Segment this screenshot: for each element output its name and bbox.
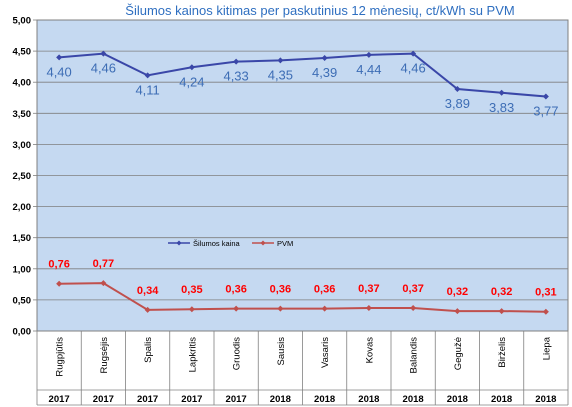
x-year-label: 2017 — [137, 394, 158, 405]
data-point — [144, 306, 151, 313]
data-point — [144, 72, 151, 79]
data-label: 4,33 — [223, 69, 248, 84]
data-point — [277, 305, 284, 312]
x-year-label: 2017 — [181, 394, 202, 405]
series-line-pvm — [59, 282, 546, 313]
x-category-label: Birželis — [497, 337, 508, 368]
data-label: 0,32 — [447, 286, 468, 298]
data-point — [277, 57, 284, 64]
y-tick-label: 3,00 — [13, 140, 32, 151]
x-category-label: Balandis — [409, 337, 420, 374]
x-year-label: 2018 — [447, 394, 468, 405]
x-year-label: 2018 — [314, 394, 335, 405]
x-year-label: 2018 — [403, 394, 424, 405]
data-point — [542, 93, 549, 100]
x-category-label: Lapkritis — [187, 337, 198, 373]
y-tick-label: 5,00 — [13, 16, 32, 27]
data-point — [410, 50, 417, 57]
x-axis: Rugpjūtis 2017 Rugsėjis 2017 Spalis 2017 Lapkr… — [36, 331, 569, 406]
data-point — [56, 54, 63, 61]
legend-label-pvm: PVM — [277, 239, 293, 248]
data-point — [321, 305, 328, 312]
data-point — [365, 51, 372, 58]
y-tick-label: 4,00 — [13, 78, 32, 89]
data-point — [365, 304, 372, 311]
x-year-label: 2017 — [49, 394, 70, 405]
x-year-label: 2017 — [226, 394, 247, 405]
data-point — [498, 308, 505, 315]
data-point — [56, 280, 63, 287]
data-point — [410, 304, 417, 311]
data-labels: 4,40 4,46 4,11 4,24 4,33 4,35 4,39 4,44 4,46 3,89… — [46, 61, 558, 299]
legend-marker — [260, 240, 266, 246]
x-category-label: Gruodis — [232, 337, 243, 371]
y-tick-label: 0,00 — [13, 327, 32, 338]
y-axis: 0,00 0,50 1,00 1,50 2,00 2,50 3,00 3,50 4,00 4,50… — [13, 16, 37, 338]
data-label: 4,40 — [46, 64, 71, 79]
data-point — [100, 280, 107, 287]
x-year-label: 2018 — [535, 394, 556, 405]
data-label: 0,36 — [270, 284, 291, 296]
legend-label-silumos-kaina: Šilumos kaina — [193, 239, 241, 248]
y-tick-label: 0,50 — [13, 295, 32, 306]
data-label: 0,36 — [314, 284, 335, 296]
data-label: 3,83 — [489, 100, 514, 115]
data-label: 4,11 — [135, 82, 159, 97]
data-label: 0,77 — [93, 258, 114, 270]
data-point — [321, 54, 328, 61]
data-point — [188, 64, 195, 71]
x-category-label: Gegužė — [453, 337, 464, 370]
x-category-label: Sausis — [276, 337, 287, 366]
x-category-label: Liepa — [541, 336, 552, 360]
x-category-label: Vasaris — [320, 337, 331, 368]
data-label: 0,35 — [181, 284, 202, 296]
chart-title: Šilumos kainos kitimas per paskutinius 1… — [125, 3, 514, 18]
legend-marker — [176, 240, 182, 246]
y-tick-label: 2,50 — [13, 171, 32, 182]
data-label: 0,76 — [48, 259, 69, 271]
data-label: 0,37 — [402, 283, 423, 295]
data-label: 0,32 — [491, 286, 512, 298]
data-label: 0,31 — [535, 287, 556, 299]
x-year-label: 2018 — [270, 394, 291, 405]
data-label: 0,36 — [225, 284, 246, 296]
data-point — [542, 308, 549, 315]
x-year-label: 2018 — [358, 394, 379, 405]
data-point — [188, 306, 195, 313]
data-label: 4,46 — [400, 61, 425, 76]
x-category-label: Rugsėjis — [99, 337, 110, 374]
data-label: 4,35 — [268, 67, 293, 82]
x-category-label: Rugpjūtis — [55, 337, 66, 377]
y-tick-label: 2,00 — [13, 202, 32, 213]
data-point — [454, 86, 461, 93]
data-label: 4,46 — [91, 61, 116, 76]
x-year-label: 2018 — [491, 394, 512, 405]
x-category-label: Kovas — [364, 337, 375, 364]
data-label: 3,77 — [533, 104, 558, 119]
data-point — [233, 305, 240, 312]
series-line-silumos-kaina — [59, 52, 546, 98]
y-tick-label: 3,50 — [13, 109, 32, 120]
series-group — [56, 50, 549, 315]
data-label: 4,44 — [356, 62, 381, 77]
data-point — [454, 308, 461, 315]
y-tick-label: 4,50 — [13, 47, 32, 58]
data-point — [100, 50, 107, 57]
x-year-label: 2017 — [93, 394, 114, 405]
data-label: 3,89 — [445, 96, 470, 111]
legend: Šilumos kaina PVM — [168, 239, 293, 248]
x-category-label: Spalis — [143, 337, 154, 363]
data-label: 4,24 — [179, 74, 204, 89]
data-point — [233, 58, 240, 65]
data-label: 4,39 — [312, 65, 337, 80]
data-point — [498, 89, 505, 96]
gridlines — [37, 50, 568, 301]
data-label: 0,37 — [358, 283, 379, 295]
y-tick-label: 1,00 — [13, 264, 32, 275]
data-label: 0,34 — [137, 285, 159, 297]
y-tick-label: 1,50 — [13, 233, 32, 244]
